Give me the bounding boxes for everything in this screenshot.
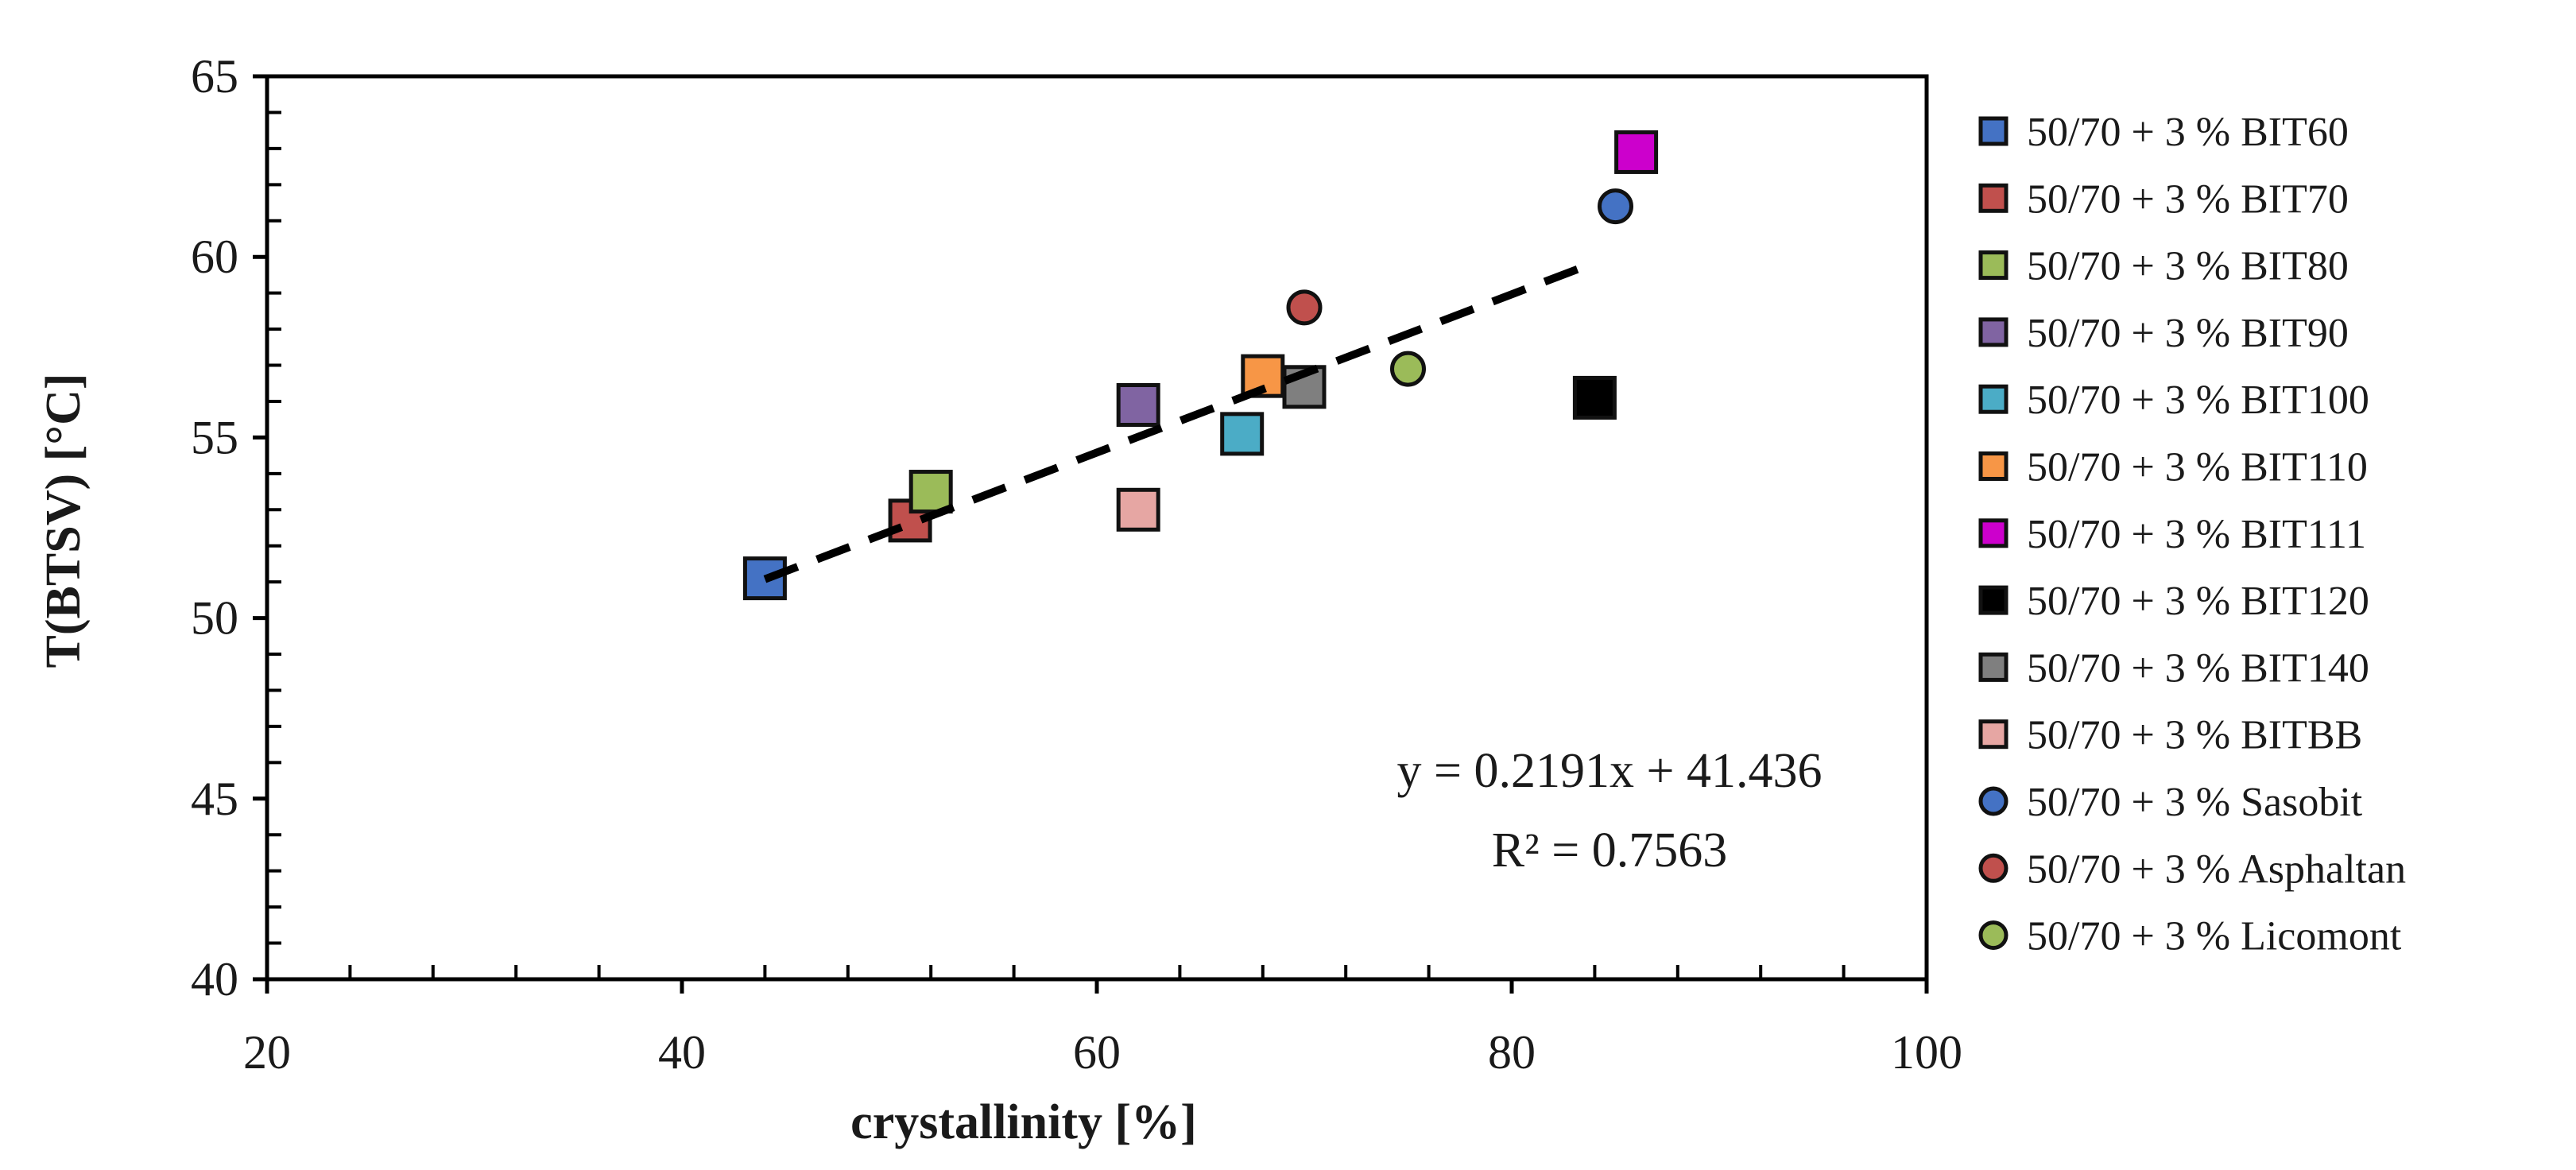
legend-item: 50/70 + 3 % BIT111: [1978, 512, 2366, 557]
data-point: [1390, 351, 1426, 387]
legend-label: 50/70 + 3 % BIT111: [2027, 512, 2366, 557]
legend-label: 50/70 + 3 % Sasobit: [2027, 780, 2363, 825]
legend-item: 50/70 + 3 % Sasobit: [1978, 780, 2363, 825]
data-point: [1614, 130, 1659, 174]
legend-item: 50/70 + 3 % BIT60: [1978, 110, 2349, 155]
trendline-equation: y = 0.2191x + 41.436: [1397, 744, 1823, 798]
x-tick-label: 60: [1073, 1026, 1121, 1079]
legend-marker: [1978, 920, 2009, 951]
legend-label: 50/70 + 3 % BIT80: [2027, 244, 2349, 289]
legend-marker: [1978, 183, 2009, 213]
legend-marker: [1978, 853, 2009, 883]
legend-marker: [1978, 585, 2009, 615]
data-point: [1220, 412, 1265, 456]
legend-label: 50/70 + 3 % BIT110: [2027, 445, 2368, 490]
legend-item: 50/70 + 3 % Asphaltan: [1978, 847, 2406, 892]
data-point: [1116, 383, 1160, 428]
legend-item: 50/70 + 3 % BIT100: [1978, 378, 2369, 423]
data-point: [1598, 188, 1633, 225]
legend-marker: [1978, 384, 2009, 414]
x-tick-label: 80: [1488, 1026, 1536, 1079]
data-point: [908, 470, 953, 514]
legend-label: 50/70 + 3 % BIT100: [2027, 378, 2369, 423]
legend-item: 50/70 + 3 % BIT90: [1978, 311, 2349, 356]
legend-item: 50/70 + 3 % BIT70: [1978, 176, 2349, 222]
legend-label: 50/70 + 3 % Asphaltan: [2027, 847, 2406, 892]
legend-label: 50/70 + 3 % Licomont: [2027, 914, 2402, 959]
legend-item: 50/70 + 3 % BIT110: [1978, 445, 2368, 490]
data-point: [1116, 487, 1160, 532]
x-tick-label: 20: [243, 1026, 291, 1079]
legend-label: 50/70 + 3 % BIT140: [2027, 645, 2369, 691]
legend-marker: [1978, 719, 2009, 750]
legend-item: 50/70 + 3 % BIT140: [1978, 645, 2369, 691]
y-tick-label: 55: [191, 411, 238, 463]
legend-item: 50/70 + 3 % BITBB: [1978, 713, 2362, 758]
x-axis-title: crystallinity [%]: [850, 1095, 1197, 1149]
legend-label: 50/70 + 3 % BIT70: [2027, 176, 2349, 222]
legend-label: 50/70 + 3 % BITBB: [2027, 713, 2362, 758]
y-axis-title: T(BTSV) [°C]: [37, 374, 91, 668]
legend-marker: [1978, 652, 2009, 682]
y-tick-label: 50: [191, 592, 238, 645]
legend-marker: [1978, 116, 2009, 146]
legend-item: 50/70 + 3 % BIT120: [1978, 579, 2369, 624]
x-tick-label: 40: [658, 1026, 706, 1079]
legend-label: 50/70 + 3 % BIT120: [2027, 579, 2369, 624]
legend-marker: [1978, 451, 2009, 481]
trendline-r-squared: R² = 0.7563: [1492, 823, 1727, 878]
y-tick-label: 45: [191, 773, 238, 825]
legend: 50/70 + 3 % BIT60 50/70 + 3 % BIT70 50/70 …: [1978, 110, 2406, 959]
legend-marker: [1978, 786, 2009, 816]
legend-label: 50/70 + 3 % BIT90: [2027, 311, 2349, 356]
legend-marker: [1978, 518, 2009, 548]
legend-marker: [1978, 317, 2009, 347]
y-tick-label: 60: [191, 231, 238, 283]
x-tick-label: 100: [1891, 1026, 1962, 1079]
legend-item: 50/70 + 3 % BIT80: [1978, 244, 2349, 289]
y-tick-label: 40: [191, 953, 238, 1005]
trendline: [763, 258, 1597, 583]
legend-item: 50/70 + 3 % Licomont: [1978, 914, 2402, 959]
data-point: [1286, 289, 1323, 326]
y-tick-label: 65: [191, 50, 238, 103]
legend-marker: [1978, 250, 2009, 281]
data-point: [1572, 375, 1617, 420]
legend-label: 50/70 + 3 % BIT60: [2027, 110, 2349, 155]
